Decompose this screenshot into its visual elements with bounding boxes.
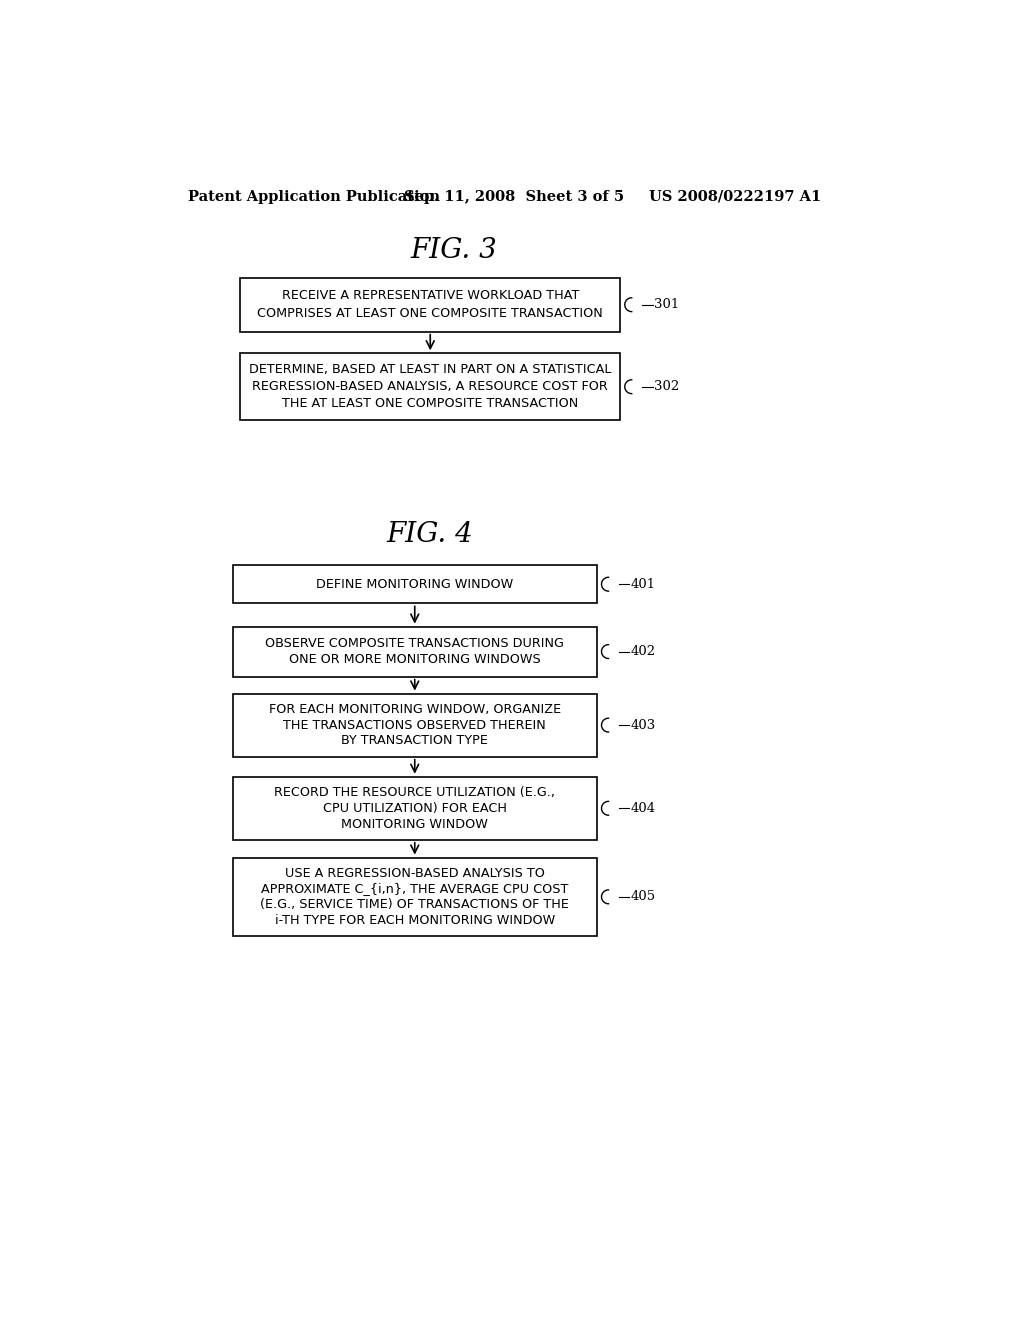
Text: ONE OR MORE MONITORING WINDOWS: ONE OR MORE MONITORING WINDOWS bbox=[289, 653, 541, 667]
Text: (E.G., SERVICE TIME) OF TRANSACTIONS OF THE: (E.G., SERVICE TIME) OF TRANSACTIONS OF … bbox=[260, 898, 569, 911]
Text: Patent Application Publication: Patent Application Publication bbox=[188, 190, 440, 203]
Text: RECORD THE RESOURCE UTILIZATION (E.G.,: RECORD THE RESOURCE UTILIZATION (E.G., bbox=[274, 785, 555, 799]
Bar bbox=[232, 693, 597, 756]
Text: 302: 302 bbox=[654, 380, 680, 393]
Text: Sep. 11, 2008  Sheet 3 of 5: Sep. 11, 2008 Sheet 3 of 5 bbox=[403, 190, 624, 203]
Text: REGRESSION-BASED ANALYSIS, A RESOURCE COST FOR: REGRESSION-BASED ANALYSIS, A RESOURCE CO… bbox=[252, 380, 608, 393]
Text: 301: 301 bbox=[654, 298, 680, 312]
Text: THE AT LEAST ONE COMPOSITE TRANSACTION: THE AT LEAST ONE COMPOSITE TRANSACTION bbox=[283, 397, 579, 411]
Bar bbox=[241, 277, 621, 331]
Bar bbox=[232, 776, 597, 840]
Text: USE A REGRESSION-BASED ANALYSIS TO: USE A REGRESSION-BASED ANALYSIS TO bbox=[285, 867, 545, 879]
Text: COMPRISES AT LEAST ONE COMPOSITE TRANSACTION: COMPRISES AT LEAST ONE COMPOSITE TRANSAC… bbox=[257, 308, 603, 321]
Text: US 2008/0222197 A1: US 2008/0222197 A1 bbox=[649, 190, 821, 203]
Text: THE TRANSACTIONS OBSERVED THEREIN: THE TRANSACTIONS OBSERVED THEREIN bbox=[284, 718, 546, 731]
Text: 405: 405 bbox=[631, 890, 656, 903]
Text: DETERMINE, BASED AT LEAST IN PART ON A STATISTICAL: DETERMINE, BASED AT LEAST IN PART ON A S… bbox=[249, 363, 611, 376]
Text: CPU UTILIZATION) FOR EACH: CPU UTILIZATION) FOR EACH bbox=[323, 801, 507, 814]
Text: APPROXIMATE C_{i,n}, THE AVERAGE CPU COST: APPROXIMATE C_{i,n}, THE AVERAGE CPU COS… bbox=[261, 883, 568, 895]
Text: 403: 403 bbox=[631, 718, 656, 731]
Bar bbox=[232, 627, 597, 677]
Text: 401: 401 bbox=[631, 578, 656, 591]
Text: BY TRANSACTION TYPE: BY TRANSACTION TYPE bbox=[341, 734, 488, 747]
Text: OBSERVE COMPOSITE TRANSACTIONS DURING: OBSERVE COMPOSITE TRANSACTIONS DURING bbox=[265, 636, 564, 649]
Text: FOR EACH MONITORING WINDOW, ORGANIZE: FOR EACH MONITORING WINDOW, ORGANIZE bbox=[268, 702, 561, 715]
Text: FIG. 4: FIG. 4 bbox=[387, 520, 474, 548]
Text: DEFINE MONITORING WINDOW: DEFINE MONITORING WINDOW bbox=[316, 578, 513, 591]
Text: 402: 402 bbox=[631, 645, 656, 659]
Bar bbox=[232, 858, 597, 936]
Text: RECEIVE A REPRESENTATIVE WORKLOAD THAT: RECEIVE A REPRESENTATIVE WORKLOAD THAT bbox=[282, 289, 579, 302]
Text: 404: 404 bbox=[631, 801, 656, 814]
Bar bbox=[241, 354, 621, 420]
Text: FIG. 3: FIG. 3 bbox=[411, 238, 497, 264]
Text: MONITORING WINDOW: MONITORING WINDOW bbox=[341, 817, 488, 830]
Text: i-TH TYPE FOR EACH MONITORING WINDOW: i-TH TYPE FOR EACH MONITORING WINDOW bbox=[274, 913, 555, 927]
Bar bbox=[232, 565, 597, 603]
